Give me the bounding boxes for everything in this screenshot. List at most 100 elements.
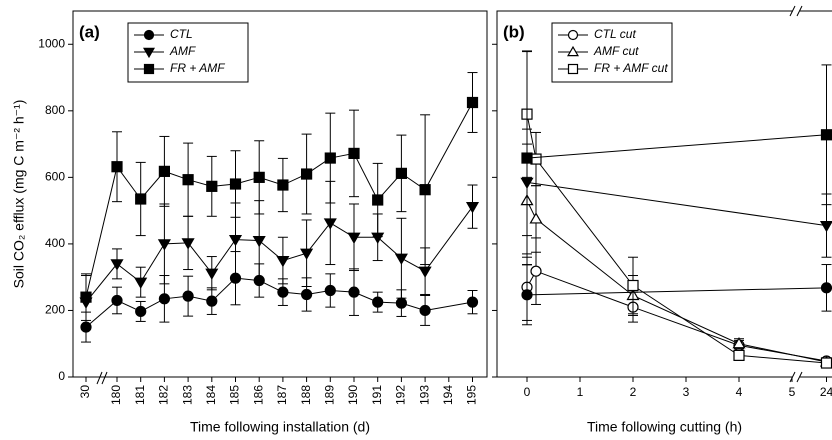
marker	[324, 284, 336, 297]
marker	[395, 167, 407, 179]
legend-label: FR + AMF cut	[594, 61, 668, 75]
x-tick-label: 186	[251, 385, 265, 405]
marker	[820, 357, 832, 369]
marker	[372, 194, 384, 206]
legend-marker	[143, 29, 155, 41]
x-tick-label: 194	[441, 385, 455, 405]
marker	[819, 221, 832, 233]
x-tick-label: 184	[204, 385, 218, 405]
marker	[732, 337, 746, 349]
legend-marker	[567, 63, 579, 75]
marker	[182, 290, 194, 302]
x-tick-label: 183	[180, 385, 194, 405]
marker	[530, 265, 542, 277]
marker	[820, 282, 832, 294]
x-tick-label: 187	[275, 385, 289, 405]
marker	[111, 161, 123, 173]
x-tick-label: 0	[524, 385, 531, 399]
legend-label: CTL	[170, 27, 193, 41]
break-gap	[793, 373, 800, 381]
y-tick-label: 1000	[38, 36, 65, 50]
series-line	[85, 102, 473, 298]
series-line	[85, 277, 473, 328]
y-axis-label: Soil CO₂ efflux (mg C m⁻² h⁻¹)	[11, 100, 27, 289]
x-tick-label: 189	[322, 385, 336, 405]
marker	[206, 180, 218, 192]
x-tick-label: 1	[577, 385, 584, 399]
x-tick-label: 195	[465, 385, 479, 405]
plot-frame	[72, 10, 488, 378]
marker	[521, 152, 533, 164]
x-tick-label: 5	[789, 385, 796, 399]
marker	[466, 296, 479, 308]
marker	[733, 349, 745, 361]
marker	[135, 305, 147, 318]
axis-break	[789, 5, 803, 383]
marker	[820, 129, 832, 141]
x-tick-label: 182	[157, 385, 171, 405]
x-tick-label: 3	[683, 385, 690, 399]
marker	[395, 297, 407, 309]
marker	[529, 212, 543, 224]
series-line	[526, 200, 827, 363]
x-tick-label: 180	[109, 385, 123, 405]
legend-label: AMF	[169, 44, 196, 58]
x-tick-label: 2	[630, 385, 637, 399]
x-tick-label: 191	[370, 385, 384, 405]
marker	[300, 248, 314, 260]
series-line	[526, 181, 827, 227]
marker	[419, 304, 431, 317]
panel-label: (b)	[503, 22, 525, 41]
marker	[521, 289, 533, 301]
x-tick-label: 192	[394, 385, 408, 405]
marker	[277, 286, 289, 298]
marker	[301, 288, 313, 301]
x-tick-label: 24	[820, 385, 832, 399]
legend-marker	[567, 45, 579, 57]
legend-marker	[567, 29, 579, 41]
x-tick-label: 193	[417, 385, 431, 405]
marker	[394, 253, 408, 265]
series-line	[526, 270, 827, 362]
marker	[134, 277, 148, 289]
x-tick-label: 188	[299, 385, 313, 405]
x-tick-label: 4	[736, 385, 743, 399]
marker	[182, 174, 194, 186]
marker	[627, 279, 639, 292]
series-line	[526, 287, 827, 296]
marker	[301, 168, 313, 180]
y-tick-label: 200	[45, 303, 65, 317]
series-line	[85, 206, 473, 303]
marker	[348, 286, 360, 298]
series-line	[526, 114, 827, 364]
break-gap	[793, 7, 800, 15]
x-axis-label: Time following installation (d)	[190, 419, 370, 435]
marker	[205, 268, 219, 280]
x-tick-label: 30	[78, 385, 92, 399]
marker	[276, 255, 290, 268]
marker	[466, 96, 479, 109]
legend-label: AMF cut	[593, 44, 639, 58]
marker	[277, 179, 289, 191]
marker	[228, 234, 243, 247]
legend-marker	[143, 63, 155, 75]
marker	[111, 294, 123, 307]
marker	[181, 238, 195, 250]
series-line	[526, 134, 827, 159]
marker	[347, 232, 361, 244]
y-tick-label: 0	[58, 369, 65, 383]
x-tick-label: 190	[346, 385, 360, 405]
marker	[135, 193, 147, 205]
marker	[252, 235, 266, 248]
x-tick-label: 181	[133, 385, 147, 405]
marker	[206, 295, 218, 307]
marker	[348, 147, 360, 160]
marker	[110, 259, 124, 271]
legend-marker	[143, 47, 155, 59]
marker	[158, 293, 170, 305]
marker	[465, 202, 480, 214]
marker	[372, 296, 384, 308]
marker	[229, 178, 242, 190]
x-tick-label: 185	[228, 385, 242, 405]
